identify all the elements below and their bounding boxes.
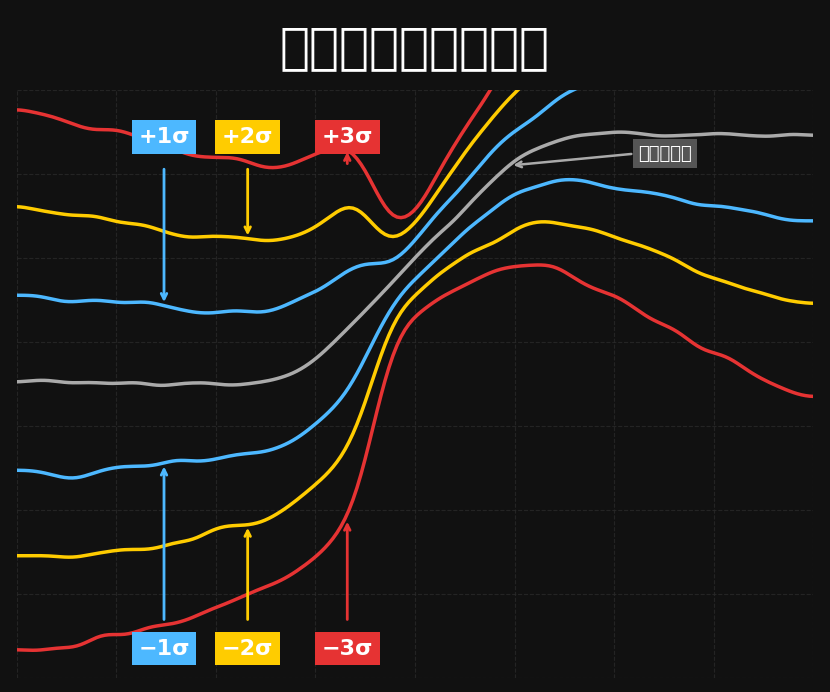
Text: −2σ: −2σ <box>222 639 273 659</box>
Text: ボリンジャーバンド: ボリンジャーバンド <box>280 24 550 73</box>
Text: −3σ: −3σ <box>321 639 373 659</box>
Text: −1σ: −1σ <box>139 639 190 659</box>
Text: +1σ: +1σ <box>139 127 190 147</box>
Text: +2σ: +2σ <box>222 127 273 147</box>
Text: +3σ: +3σ <box>321 127 373 147</box>
Text: 移動平均線: 移動平均線 <box>638 145 692 163</box>
